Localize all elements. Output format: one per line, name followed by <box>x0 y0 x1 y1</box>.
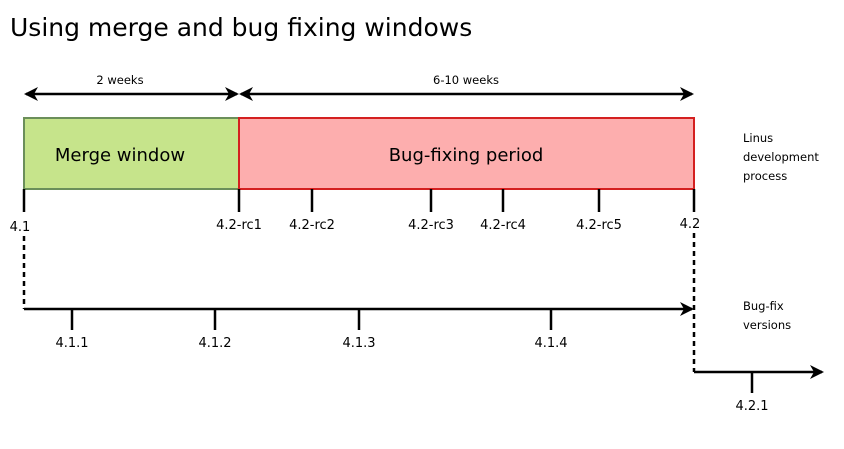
rc-version-label: 4.2-rc2 <box>289 218 335 233</box>
rc-ticks: 4.2-rc1 4.2-rc2 4.2-rc3 4.2-rc4 4.2-rc5 <box>216 189 622 233</box>
rc-version-label: 4.2-rc3 <box>408 218 454 233</box>
stable-version-label: 4.1.1 <box>55 336 88 351</box>
stable-caption: Bug-fix versions <box>743 299 791 332</box>
merge-window-box <box>23 117 240 190</box>
version-label-4-1: 4.1 <box>10 220 31 235</box>
caption-line: Bug-fix <box>743 299 784 313</box>
caption-line: versions <box>743 318 791 332</box>
stable-4-2-ticks: 4.2.1 <box>735 372 769 414</box>
diagram-title: Using merge and bug fixing windows <box>10 13 472 42</box>
rc-version-label: 4.2-rc1 <box>216 218 262 233</box>
stable-version-label: 4.1.3 <box>342 336 375 351</box>
merge-duration-label: 2 weeks <box>96 73 143 87</box>
caption-line: Linus <box>743 131 773 145</box>
stable-version-label: 4.1.4 <box>534 336 567 351</box>
rc-version-label: 4.2-rc5 <box>576 218 622 233</box>
version-label-4-2: 4.2 <box>680 217 701 232</box>
bugfix-period-label: Bug-fixing period <box>389 145 544 166</box>
stable-4-1-ticks: 4.1.1 4.1.2 4.1.3 4.1.4 <box>55 309 568 351</box>
bugfix-period-box <box>238 117 695 190</box>
stable-version-label: 4.2.1 <box>735 399 768 414</box>
stable-version-label: 4.1.2 <box>198 336 231 351</box>
caption-line: process <box>743 169 787 183</box>
mainline-caption: Linus development process <box>743 131 823 183</box>
rc-version-label: 4.2-rc4 <box>480 218 526 233</box>
merge-window-label: Merge window <box>55 145 185 166</box>
caption-line: development <box>743 150 819 164</box>
bugfix-duration-label: 6-10 weeks <box>433 73 499 87</box>
